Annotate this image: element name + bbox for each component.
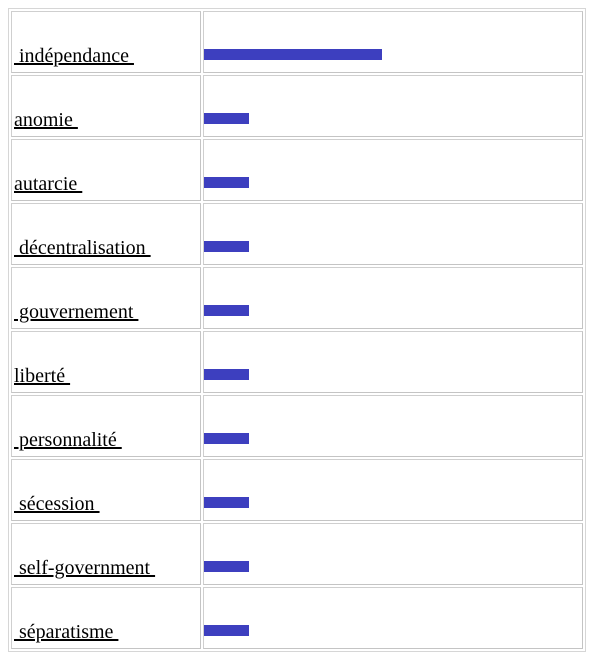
category-label-link[interactable]: gouvernement	[14, 301, 139, 323]
chart-row: séparatisme	[11, 587, 583, 649]
bar-cell	[203, 11, 583, 73]
bar-cell	[203, 587, 583, 649]
category-cell: autarcie	[11, 139, 201, 201]
category-label-link[interactable]: liberté	[14, 365, 71, 387]
bar-gouvernement	[204, 305, 249, 316]
chart-row: personnalité	[11, 395, 583, 457]
bar-track	[204, 204, 582, 264]
category-label-link[interactable]: décentralisation	[14, 237, 151, 259]
bar-cell	[203, 523, 583, 585]
bar-cell	[203, 331, 583, 393]
bar-track	[204, 76, 582, 136]
bar-indépendance	[204, 49, 382, 60]
bar-cell	[203, 459, 583, 521]
bar-cell	[203, 139, 583, 201]
category-cell: self-government	[11, 523, 201, 585]
bar-track	[204, 12, 582, 72]
chart-row: autarcie	[11, 139, 583, 201]
bar-personnalité	[204, 433, 249, 444]
bar-cell	[203, 267, 583, 329]
chart-row: sécession	[11, 459, 583, 521]
category-cell: gouvernement	[11, 267, 201, 329]
category-label-link[interactable]: anomie	[14, 109, 78, 131]
chart-row: self-government	[11, 523, 583, 585]
bar-cell	[203, 75, 583, 137]
chart-row: décentralisation	[11, 203, 583, 265]
bar-track	[204, 140, 582, 200]
category-label-link[interactable]: self-government	[14, 557, 156, 579]
chart-rows: indépendance anomie autarcie décentralis…	[11, 11, 583, 649]
category-cell: décentralisation	[11, 203, 201, 265]
bar-décentralisation	[204, 241, 249, 252]
category-cell: indépendance	[11, 11, 201, 73]
bar-autarcie	[204, 177, 249, 188]
category-cell: anomie	[11, 75, 201, 137]
bar-sécession	[204, 497, 249, 508]
bar-cell	[203, 203, 583, 265]
bar-anomie	[204, 113, 249, 124]
bar-chart-table: indépendance anomie autarcie décentralis…	[8, 8, 586, 652]
bar-cell	[203, 395, 583, 457]
category-cell: personnalité	[11, 395, 201, 457]
chart-row: liberté	[11, 331, 583, 393]
bar-liberté	[204, 369, 249, 380]
bar-track	[204, 524, 582, 584]
chart-row: anomie	[11, 75, 583, 137]
category-label-link[interactable]: séparatisme	[14, 621, 119, 643]
category-cell: sécession	[11, 459, 201, 521]
bar-track	[204, 396, 582, 456]
category-label-link[interactable]: personnalité	[14, 429, 122, 451]
category-label-link[interactable]: indépendance	[14, 45, 134, 67]
bar-track	[204, 332, 582, 392]
bar-self-government	[204, 561, 249, 572]
bar-track	[204, 268, 582, 328]
chart-row: indépendance	[11, 11, 583, 73]
bar-séparatisme	[204, 625, 249, 636]
chart-row: gouvernement	[11, 267, 583, 329]
category-label-link[interactable]: sécession	[14, 493, 100, 515]
bar-track	[204, 460, 582, 520]
bar-track	[204, 588, 582, 648]
category-cell: liberté	[11, 331, 201, 393]
category-label-link[interactable]: autarcie	[14, 173, 83, 195]
category-cell: séparatisme	[11, 587, 201, 649]
